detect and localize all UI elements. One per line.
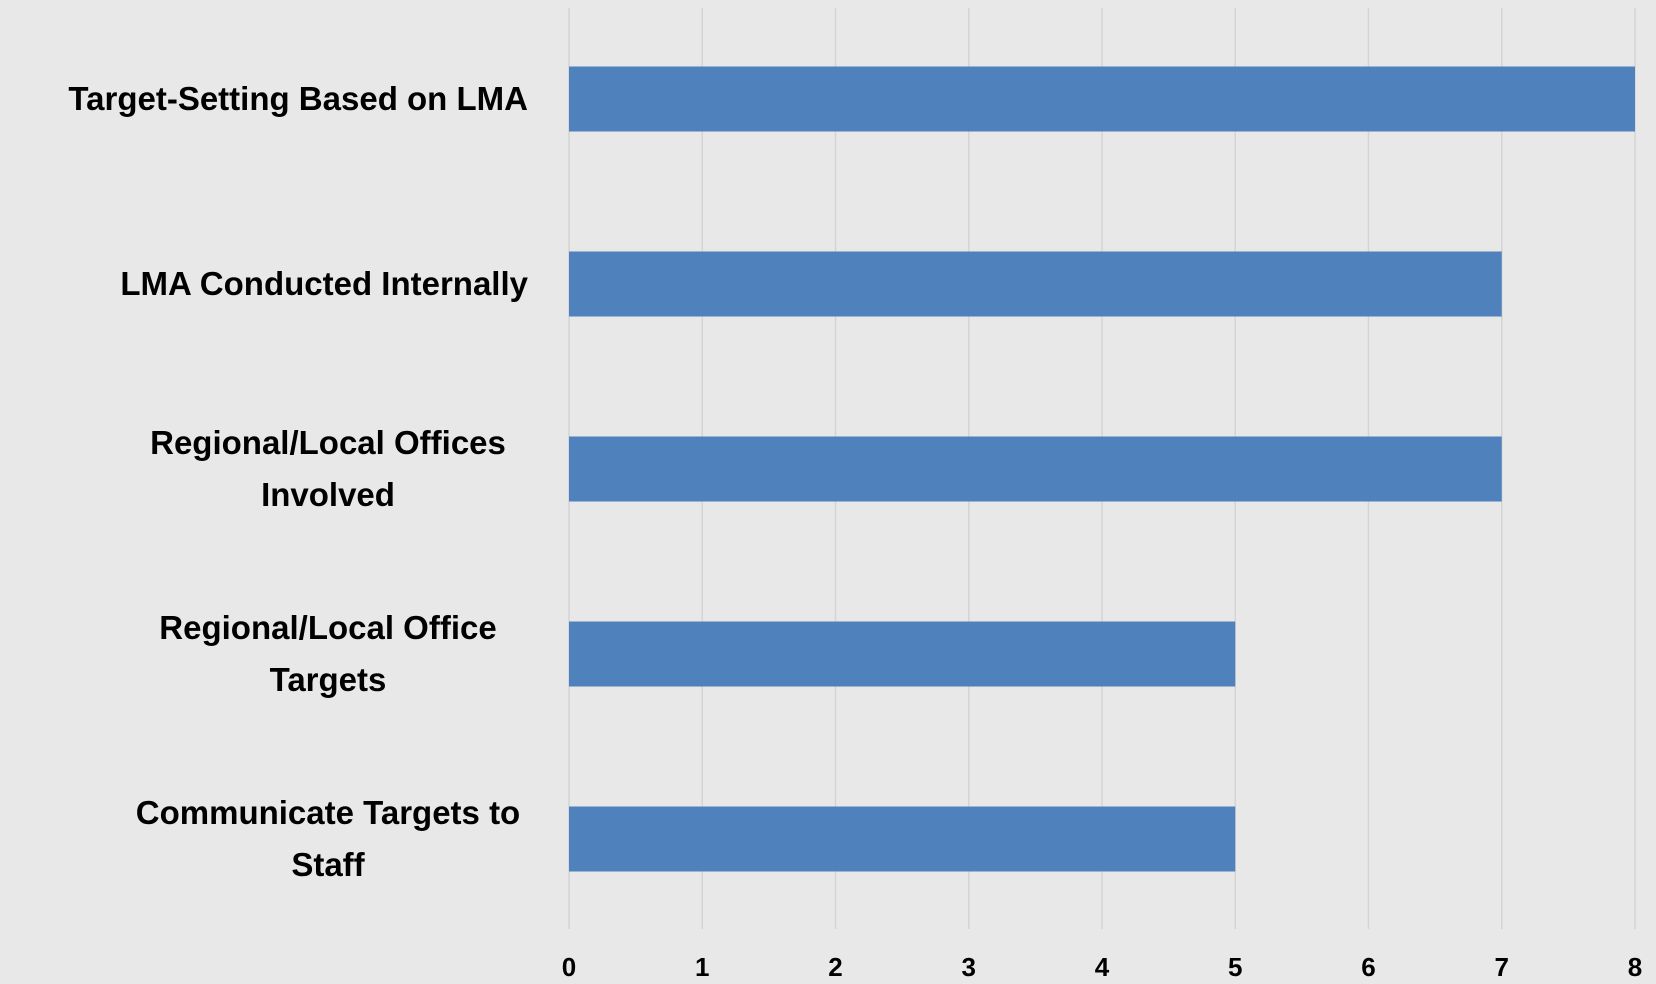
bar bbox=[569, 621, 1236, 687]
category-label-box: Target-Setting Based on LMA bbox=[0, 29, 528, 169]
x-tick-label: 7 bbox=[1495, 952, 1509, 982]
x-tick-label: 4 bbox=[1095, 952, 1110, 982]
y-tick-label: Regional/Local Offices Involved bbox=[150, 424, 506, 513]
category-label-box: Regional/Local Office Targets bbox=[0, 584, 528, 724]
category-label-wrap: Regional/Local Offices Involved bbox=[0, 399, 528, 539]
y-tick-label: Communicate Targets to Staff bbox=[135, 794, 521, 883]
category-label-box: Communicate Targets to Staff bbox=[0, 769, 528, 909]
bar bbox=[569, 251, 1502, 317]
category-label-wrap: Regional/Local Office Targets bbox=[0, 584, 528, 724]
bar bbox=[569, 66, 1635, 132]
bar bbox=[569, 806, 1236, 872]
x-tick-label: 2 bbox=[828, 952, 842, 982]
category-label-wrap: Target-Setting Based on LMA bbox=[0, 29, 528, 169]
y-tick-label: Target-Setting Based on LMA bbox=[68, 80, 528, 117]
x-tick-label: 0 bbox=[562, 952, 576, 982]
category-label-wrap: Communicate Targets to Staff bbox=[0, 769, 528, 909]
x-tick-label: 8 bbox=[1628, 952, 1642, 982]
x-tick-label: 1 bbox=[695, 952, 709, 982]
bar bbox=[569, 436, 1502, 502]
x-tick-label: 5 bbox=[1228, 952, 1242, 982]
category-label-wrap: LMA Conducted Internally bbox=[0, 214, 528, 354]
x-tick-label: 3 bbox=[962, 952, 976, 982]
y-tick-label: Regional/Local Office Targets bbox=[159, 609, 497, 698]
x-tick-label: 6 bbox=[1361, 952, 1375, 982]
y-tick-label: LMA Conducted Internally bbox=[120, 265, 528, 302]
category-label-box: Regional/Local Offices Involved bbox=[0, 399, 528, 539]
category-label-box: LMA Conducted Internally bbox=[0, 214, 528, 354]
